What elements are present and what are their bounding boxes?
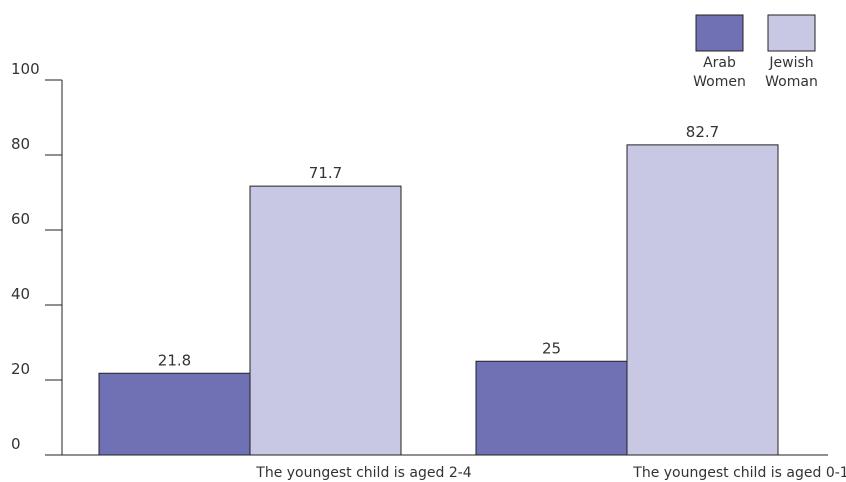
bar: [475, 360, 628, 456]
bar: [98, 372, 251, 456]
data-label: 82.7: [686, 123, 719, 141]
y-tick-label: 40: [11, 285, 30, 303]
bar: [249, 185, 402, 456]
y-tick-label: 100: [11, 60, 40, 78]
legend-label: Woman: [765, 74, 818, 90]
legend: Arab Women Jewish Woman: [693, 14, 818, 90]
legend-label: Jewish: [768, 55, 813, 71]
category-labels: The youngest child is aged 2-4 The younge…: [255, 465, 846, 481]
legend-label: Women: [693, 74, 746, 90]
legend-label: Arab: [703, 55, 736, 71]
category-label: The youngest child is aged 2-4: [255, 465, 472, 481]
y-tick-label: 80: [11, 135, 30, 153]
bar: [626, 144, 779, 456]
y-tick-label: 20: [11, 360, 30, 378]
y-tick-label: 60: [11, 210, 30, 228]
y-ticks: 0 20 40 60 80 100: [11, 60, 62, 453]
legend-swatch: [767, 14, 816, 52]
data-label: 25: [542, 339, 561, 357]
legend-swatch: [695, 14, 744, 52]
data-label: 71.7: [309, 164, 342, 182]
y-tick-label: 0: [11, 435, 21, 453]
category-label: The youngest child is aged 0-1: [632, 465, 846, 481]
data-label: 21.8: [158, 351, 191, 369]
value-labels: 21.8 71.7 25 82.7: [158, 123, 719, 369]
bars: [98, 144, 779, 456]
